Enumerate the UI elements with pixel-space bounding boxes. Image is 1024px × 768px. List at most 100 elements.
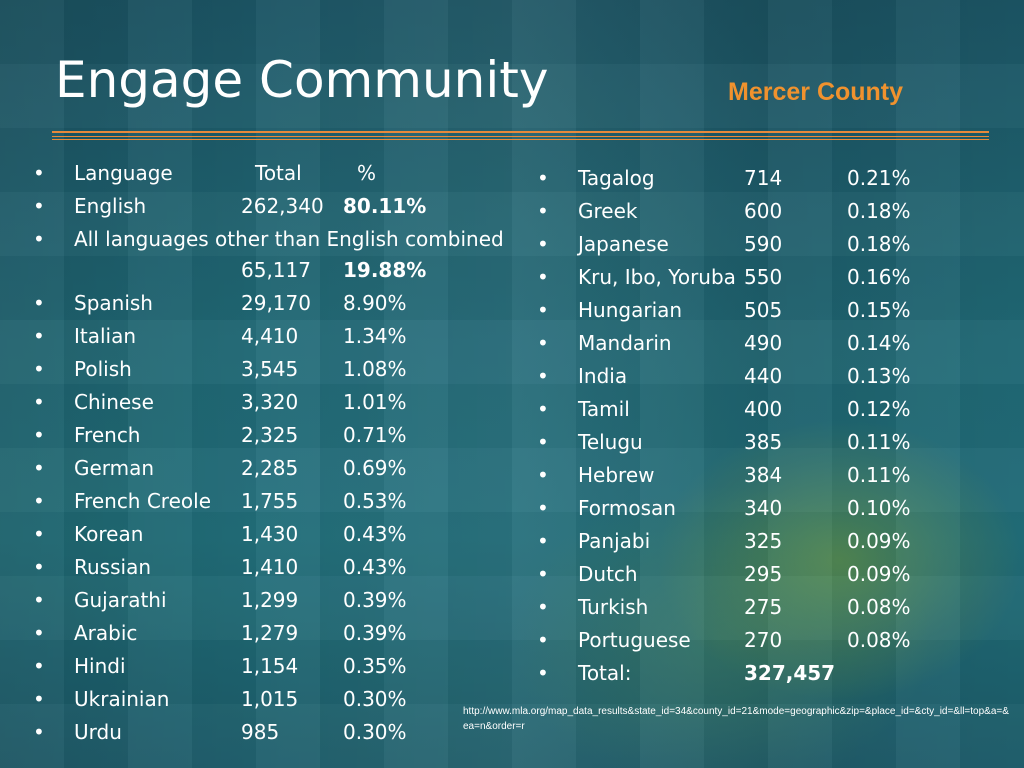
language-percent: 0.09%: [847, 529, 911, 553]
language-total: 600: [744, 199, 783, 223]
language-total: 440: [744, 364, 783, 388]
language-total: 1,299: [241, 588, 299, 612]
language-name: English: [74, 194, 147, 218]
language-name: India: [578, 364, 628, 388]
bullet-icon: •: [33, 390, 45, 414]
total-label: Total:: [578, 661, 632, 685]
language-total: 505: [744, 298, 783, 322]
language-percent: 1.01%: [343, 390, 407, 414]
language-percent: 0.15%: [847, 298, 911, 322]
language-name: Japanese: [578, 232, 669, 256]
bullet-icon: •: [537, 628, 549, 652]
bullet-icon: •: [537, 463, 549, 487]
language-percent: 0.71%: [343, 423, 407, 447]
language-percent: 0.69%: [343, 456, 407, 480]
language-name: Kru, Ibo, Yoruba: [578, 265, 736, 289]
language-name: Russian: [74, 555, 152, 579]
language-total: 385: [744, 430, 783, 454]
language-total: 550: [744, 265, 783, 289]
list-item: • Urdu 985 0.30%: [33, 716, 533, 749]
list-item: • Korean 1,430 0.43%: [33, 518, 533, 551]
list-item: • Japanese 590 0.18%: [537, 228, 957, 261]
list-item: • Ukrainian 1,015 0.30%: [33, 683, 533, 716]
language-name: Panjabi: [578, 529, 651, 553]
language-total: 590: [744, 232, 783, 256]
bullet-icon: •: [33, 357, 45, 381]
language-percent: 0.14%: [847, 331, 911, 355]
language-name: Urdu: [74, 720, 122, 744]
bullet-icon: •: [537, 496, 549, 520]
language-name: Chinese: [74, 390, 154, 414]
bullet-icon: •: [33, 555, 45, 579]
language-percent: 0.39%: [343, 621, 407, 645]
list-item: • Arabic 1,279 0.39%: [33, 617, 533, 650]
language-name: Tamil: [578, 397, 630, 421]
bullet-icon: •: [537, 661, 549, 685]
language-name: Hungarian: [578, 298, 683, 322]
language-total: 4,410: [241, 324, 299, 348]
title-divider: [52, 131, 989, 133]
language-percent: 0.39%: [343, 588, 407, 612]
language-total: 295: [744, 562, 783, 586]
language-name: Ukrainian: [74, 687, 170, 711]
language-name: French Creole: [74, 489, 211, 513]
language-name: Dutch: [578, 562, 638, 586]
slide-subtitle: Mercer County: [728, 78, 904, 106]
bullet-icon: •: [33, 522, 45, 546]
bullet-icon: •: [33, 456, 45, 480]
language-name: Hindi: [74, 654, 126, 678]
language-total: 3,320: [241, 390, 299, 414]
language-percent: 0.30%: [343, 720, 407, 744]
header-language: Language: [74, 161, 173, 185]
language-percent: 8.90%: [343, 291, 407, 315]
language-total: 1,015: [241, 687, 299, 711]
language-total: 2,285: [241, 456, 299, 480]
language-total: 490: [744, 331, 783, 355]
language-total: 1,430: [241, 522, 299, 546]
bullet-icon: •: [537, 397, 549, 421]
language-name: Greek: [578, 199, 638, 223]
title-divider-thin-2: [52, 139, 989, 140]
language-total: 340: [744, 496, 783, 520]
bullet-icon: •: [33, 621, 45, 645]
bullet-icon: •: [537, 265, 549, 289]
list-item: • Tamil 400 0.12%: [537, 393, 957, 426]
language-name: Portuguese: [578, 628, 691, 652]
language-name: Mandarin: [578, 331, 672, 355]
bullet-icon: •: [537, 595, 549, 619]
list-item: • Italian 4,410 1.34%: [33, 320, 533, 353]
bullet-icon: •: [33, 720, 45, 744]
source-link[interactable]: http://www.mla.org/map_data_results&stat…: [463, 706, 1009, 732]
language-name: Korean: [74, 522, 144, 546]
language-total: 985: [241, 720, 280, 744]
language-total: 270: [744, 628, 783, 652]
bullet-icon: •: [537, 232, 549, 256]
language-total: 714: [744, 166, 783, 190]
bullet-icon: •: [537, 430, 549, 454]
list-item: • Hungarian 505 0.15%: [537, 294, 957, 327]
bullet-icon: •: [537, 199, 549, 223]
language-name: Telugu: [578, 430, 643, 454]
list-item: • Formosan 340 0.10%: [537, 492, 957, 525]
language-percent: 1.08%: [343, 357, 407, 381]
list-item: • Telugu 385 0.11%: [537, 426, 957, 459]
bullet-icon: •: [33, 489, 45, 513]
language-total: 400: [744, 397, 783, 421]
list-item: • Hindi 1,154 0.35%: [33, 650, 533, 683]
bullet-icon: •: [33, 654, 45, 678]
bullet-icon: •: [537, 331, 549, 355]
list-item: • Greek 600 0.18%: [537, 195, 957, 228]
bullet-icon: •: [33, 291, 45, 315]
language-total: 2,325: [241, 423, 299, 447]
language-percent: 80.11%: [343, 194, 427, 218]
list-item: • Hebrew 384 0.11%: [537, 459, 957, 492]
language-total: 1,279: [241, 621, 299, 645]
bullet-icon: •: [537, 298, 549, 322]
language-percent: 0.11%: [847, 463, 911, 487]
list-item: • All languages other than English combi…: [33, 223, 533, 287]
language-total: 1,410: [241, 555, 299, 579]
language-percent: 0.11%: [847, 430, 911, 454]
language-percent: 0.10%: [847, 496, 911, 520]
language-percent: 0.13%: [847, 364, 911, 388]
list-item: • India 440 0.13%: [537, 360, 957, 393]
